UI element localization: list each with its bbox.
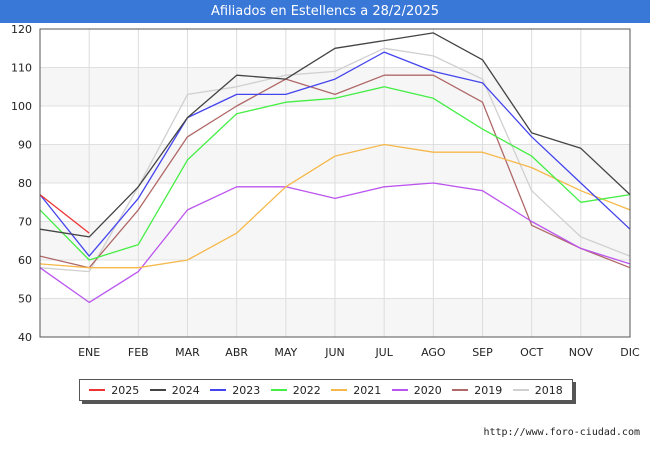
- legend-label: 2019: [474, 383, 503, 397]
- legend-swatch: [391, 389, 408, 391]
- x-tick-label: OCT: [520, 346, 543, 359]
- source-url[interactable]: http://www.foro-ciudad.com: [483, 427, 640, 438]
- legend-swatch: [452, 389, 469, 391]
- x-tick-label: FEB: [128, 346, 149, 359]
- y-tick-label: 90: [18, 139, 32, 152]
- legend-label: 2021: [353, 383, 382, 397]
- legend-swatch: [149, 389, 166, 391]
- x-tick-label: ABR: [225, 346, 248, 359]
- legend-swatch: [331, 389, 348, 391]
- series-line-2019: [39, 74, 631, 269]
- legend-label: 2022: [292, 383, 321, 397]
- y-tick-label: 110: [11, 62, 32, 75]
- series-line-2021: [39, 143, 631, 269]
- x-axis: ENE FEB MAR ABR MAY JUN JUL AGO SEP OCT NOV DIC: [78, 346, 640, 359]
- legend-item-2020: 2020: [391, 383, 442, 397]
- plot-frame: [39, 28, 631, 338]
- x-tick-label: JUL: [374, 346, 393, 359]
- legend-label: 2024: [171, 383, 200, 397]
- legend-label: 2020: [413, 383, 442, 397]
- legend-label: 2018: [534, 383, 563, 397]
- legend-swatch: [210, 389, 227, 391]
- y-axis: 40 50 60 70 80 90 100 110 120: [11, 23, 32, 344]
- legend-swatch: [89, 389, 106, 391]
- x-tick-label: MAR: [175, 346, 200, 359]
- legend-item-2022: 2022: [270, 383, 321, 397]
- x-tick-label: NOV: [569, 346, 594, 359]
- x-tick-label: SEP: [472, 346, 493, 359]
- series-line-2025: [39, 194, 90, 234]
- y-tick-label: 70: [18, 216, 32, 229]
- legend-item-2023: 2023: [210, 384, 260, 397]
- series-line-2022: [39, 86, 631, 261]
- y-tick-label: 80: [18, 177, 32, 190]
- series-line-2020: [39, 182, 631, 304]
- y-tick-label: 40: [18, 331, 32, 344]
- legend-label: 2025: [111, 383, 140, 397]
- y-tick-label: 60: [18, 254, 32, 267]
- legend-item-2018: 2018: [512, 383, 563, 397]
- series-line-2024: [39, 32, 631, 238]
- x-tick-label: ENE: [78, 346, 100, 359]
- y-tick-label: 50: [18, 293, 32, 306]
- legend-item-2019: 2019: [452, 384, 502, 397]
- legend-swatch: [270, 389, 287, 391]
- x-tick-label: DIC: [620, 346, 640, 359]
- legend-item-2021: 2021: [331, 384, 381, 397]
- y-tick-label: 100: [11, 100, 32, 113]
- x-tick-label: MAY: [274, 346, 297, 359]
- x-tick-label: JUN: [324, 346, 345, 359]
- legend-label: 2023: [232, 383, 261, 397]
- legend-item-2024: 2024: [149, 383, 200, 397]
- chart-title: Afiliados en Estellencs a 28/2/2025: [0, 0, 650, 23]
- y-tick-label: 120: [11, 23, 32, 36]
- x-tick-label: AGO: [421, 346, 446, 359]
- legend: 2025 2024 2023 2022 2021 2020 2019 2018: [79, 379, 573, 401]
- legend-swatch: [512, 389, 529, 391]
- legend-item-2025: 2025: [89, 384, 139, 397]
- series-lines: [39, 32, 631, 304]
- series-line-2023: [39, 51, 631, 257]
